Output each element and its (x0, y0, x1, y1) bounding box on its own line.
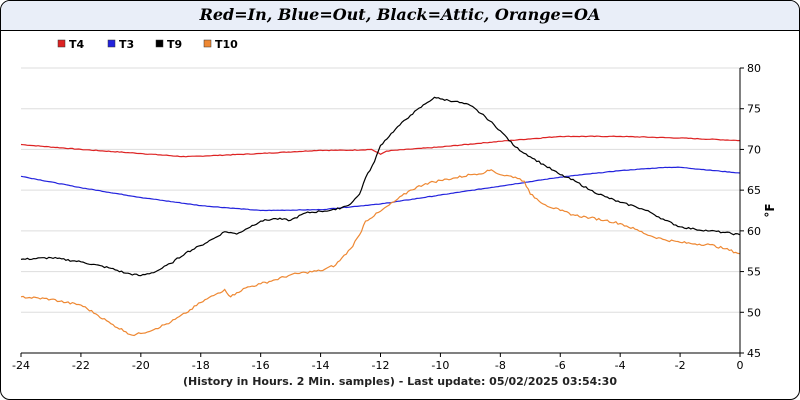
series-layer (20, 96, 741, 337)
legend-label-t4: T4 (69, 38, 85, 51)
series-line-t3 (20, 166, 741, 212)
x-tick-label-5: -14 (312, 359, 330, 372)
footer-status: (History in Hours. 2 Min. samples) - Las… (182, 375, 617, 388)
y-tick-label-2: 55 (747, 266, 761, 279)
x-tick-label-7: -10 (431, 359, 449, 372)
series-line-t9 (20, 96, 741, 277)
y-tick-label-6: 75 (747, 103, 761, 116)
legend-swatch-t3 (107, 39, 116, 48)
legend-label-t9: T9 (167, 38, 182, 51)
x-tick-label-0: -24 (12, 359, 30, 372)
x-tick-label-1: -22 (72, 359, 90, 372)
y-tick-label-7: 80 (747, 62, 761, 75)
y-tick-label-0: 45 (747, 347, 761, 360)
x-tick-label-11: -2 (675, 359, 686, 372)
legend-swatch-t10 (203, 39, 212, 48)
x-tick-label-2: -20 (132, 359, 150, 372)
y-tick-label-4: 65 (747, 184, 761, 197)
x-tick-label-10: -4 (615, 359, 626, 372)
y-axis-unit: °F (763, 203, 777, 217)
legend: T4 T3 T9 T10 (57, 38, 238, 51)
x-tick-label-3: -18 (192, 359, 210, 372)
chart-title: Red=In, Blue=Out, Black=Attic, Orange=OA (199, 5, 601, 24)
series-line-t10 (20, 169, 741, 337)
legend-label-t10: T10 (215, 38, 238, 51)
x-tick-label-4: -16 (252, 359, 270, 372)
x-tick-label-12: 0 (737, 359, 744, 372)
y-tick-label-5: 70 (747, 143, 761, 156)
x-tick-label-9: -6 (555, 359, 566, 372)
axes: -24 -22 -20 -18 -16 -14 -12 -10 -8 -6 -4 -2 04550556… (12, 62, 761, 372)
y-tick-label-3: 60 (747, 225, 761, 238)
title-bar: Red=In, Blue=Out, Black=Attic, Orange=OA (1, 1, 799, 31)
grid (21, 67, 740, 354)
legend-label-t3: T3 (119, 38, 134, 51)
x-tick-label-6: -12 (372, 359, 390, 372)
legend-swatch-t4 (57, 39, 66, 48)
x-tick-label-8: -8 (495, 359, 506, 372)
y-tick-label-1: 50 (747, 306, 761, 319)
legend-swatch-t9 (155, 39, 164, 48)
series-line-t4 (20, 135, 741, 158)
